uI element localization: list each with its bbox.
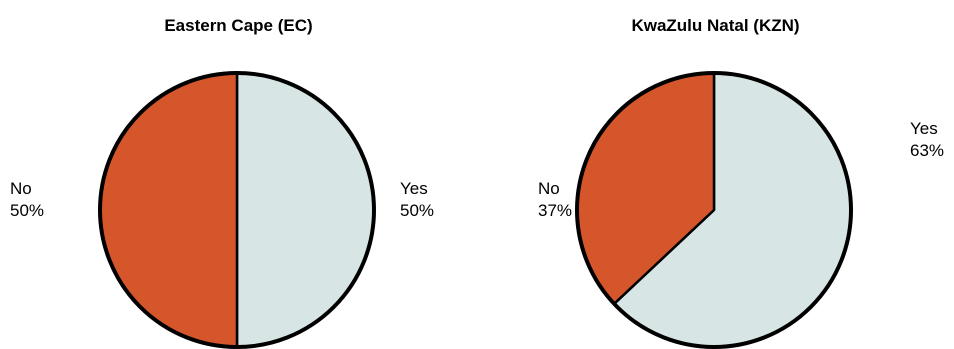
slice-label-yes: Yes 50% xyxy=(400,178,434,222)
slice-value: 50% xyxy=(10,201,45,220)
chart-title: Eastern Cape (EC) xyxy=(164,16,313,35)
slice-name: Yes xyxy=(400,179,428,198)
pie-slice-yes xyxy=(235,71,376,349)
slice-name: Yes xyxy=(910,119,938,138)
pie-plot xyxy=(98,71,376,349)
slice-label-no: No 37% xyxy=(538,178,572,222)
chart-eastern-cape: Eastern Cape (EC) Yes 50% No 50% xyxy=(10,16,434,349)
slice-value: 63% xyxy=(910,141,945,160)
chart-kwazulu-natal: KwaZulu Natal (KZN) Yes 63% No 37% xyxy=(477,0,954,349)
slice-label-yes: Yes 63% xyxy=(910,118,944,162)
pie-plot xyxy=(575,71,853,349)
slice-name: No xyxy=(538,179,560,198)
slice-name: No xyxy=(10,179,32,198)
slice-value: 37% xyxy=(538,201,573,220)
chart-title: KwaZulu Natal (KZN) xyxy=(631,16,800,35)
pie-slice-no xyxy=(98,71,239,349)
slice-value: 50% xyxy=(400,201,435,220)
slice-label-no: No 50% xyxy=(10,178,44,222)
pie-outline xyxy=(575,71,853,349)
pie-outline xyxy=(98,71,376,349)
